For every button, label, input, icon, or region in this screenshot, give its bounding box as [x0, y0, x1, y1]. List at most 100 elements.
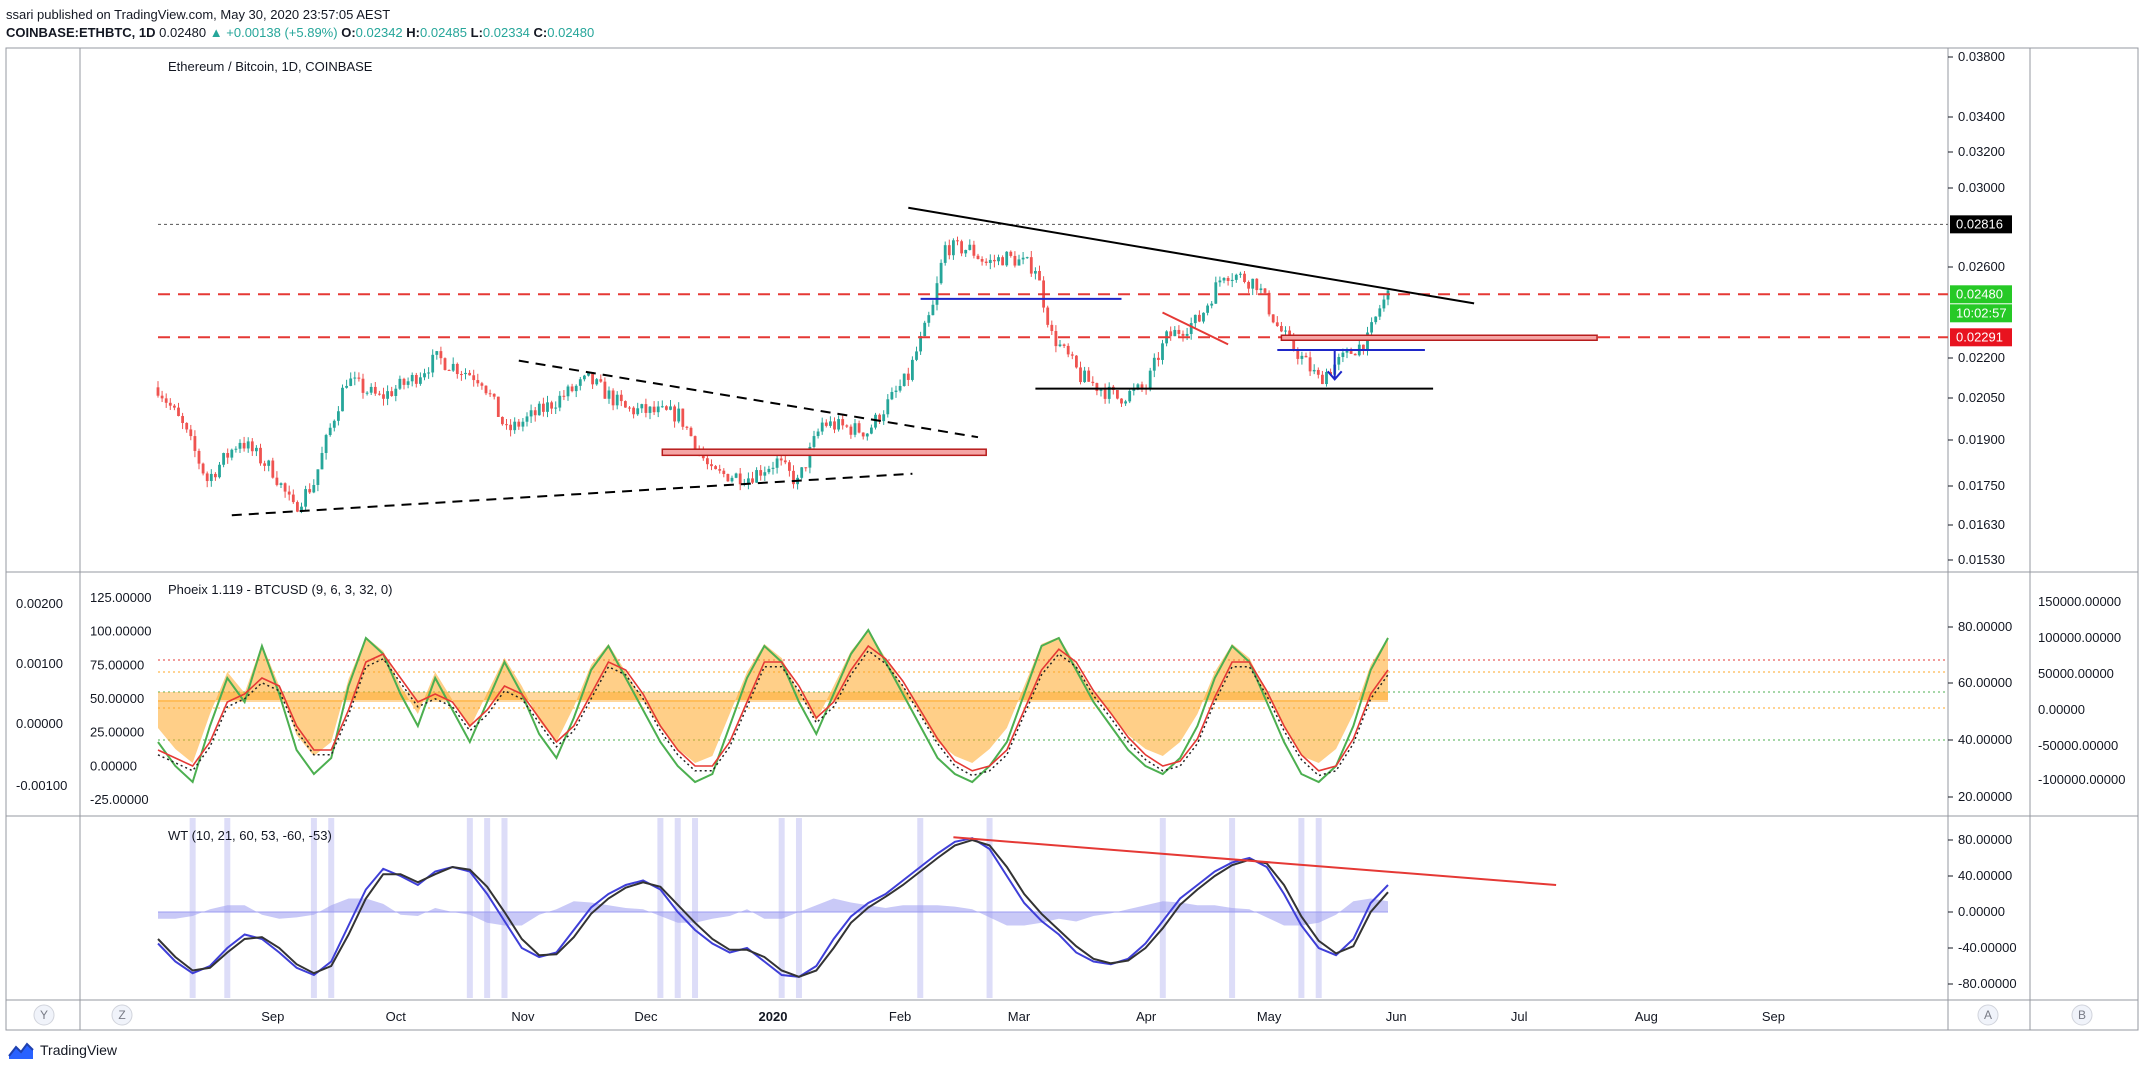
outer-border — [5, 47, 2139, 1031]
time-axis[interactable]: Sep Oct Nov Dec 2020 Feb Mar Apr May Jun Jul Aug Sep… — [33, 1004, 2093, 1026]
candle-body — [574, 385, 578, 392]
candle-body — [865, 433, 869, 437]
candle-body — [665, 406, 668, 410]
price-tick-label: 0.02200 — [1958, 350, 2005, 365]
candle-body — [943, 245, 947, 263]
wt-highlight-band — [189, 818, 196, 998]
candle-body — [632, 407, 635, 415]
candle-body — [714, 466, 717, 470]
candle-body — [222, 453, 225, 465]
candle-body — [1120, 398, 1123, 404]
candle-body — [624, 401, 627, 408]
wt-dark-line — [157, 838, 1389, 978]
candle-body — [771, 467, 775, 469]
candle-body — [1017, 259, 1021, 266]
candle-body — [1349, 349, 1353, 354]
scale-button-y[interactable] — [33, 1004, 55, 1026]
candle-body — [566, 386, 570, 397]
phoeix-left-tick: 0.00100 — [16, 656, 63, 671]
candle-body — [316, 469, 320, 485]
candle-body — [513, 421, 517, 431]
candle-body — [382, 394, 385, 399]
candle-body — [689, 427, 693, 437]
candle-body — [628, 407, 631, 409]
candle-body — [1103, 389, 1107, 399]
phoeix-far-right-tick: 50000.00000 — [2038, 666, 2114, 681]
candle-body — [1382, 299, 1386, 309]
scale-button-label: B — [2078, 1008, 2086, 1022]
phoeix-pane[interactable]: 125.00000 100.00000 75.00000 50.00000 25.000… — [16, 590, 2125, 807]
candle-body — [952, 240, 955, 256]
candle-body — [587, 372, 590, 376]
price-label-box — [1950, 304, 2012, 323]
candle-body — [751, 478, 754, 483]
candle-body — [1095, 383, 1099, 391]
candle-body — [800, 467, 804, 478]
wt-highlight-band — [466, 818, 473, 998]
candle-body — [1218, 280, 1222, 283]
candle-body — [1214, 282, 1218, 304]
wt-highlight-band — [657, 818, 664, 998]
low-label: L: — [470, 25, 483, 40]
candle-body — [960, 241, 963, 254]
candle-body — [1226, 277, 1230, 281]
candle-body — [1345, 349, 1349, 353]
candle-body — [300, 506, 303, 512]
candle-body — [1378, 308, 1382, 317]
candle-body — [296, 502, 299, 512]
wt-highlight-band — [795, 818, 802, 998]
candle-body — [1230, 279, 1234, 281]
candle-body — [378, 393, 381, 395]
candle-body — [460, 374, 463, 376]
candle-body — [435, 351, 439, 355]
candle-body — [1013, 255, 1017, 266]
candle-body — [669, 406, 672, 410]
candle-body — [205, 473, 209, 482]
header-info: ssari published on TradingView.com, May … — [6, 6, 594, 42]
candle-body — [759, 470, 763, 476]
candle-body — [177, 407, 180, 417]
candle-body — [562, 395, 566, 397]
close-value: 0.02480 — [547, 25, 595, 40]
price-label-text: 0.02291 — [1956, 329, 2003, 344]
candle-body — [353, 377, 357, 379]
phoeix-inner-tick: 50.00000 — [90, 691, 144, 706]
candle-body — [1148, 370, 1152, 389]
candle-body — [312, 484, 316, 493]
candle-body — [402, 378, 406, 385]
candle-body — [1362, 344, 1365, 351]
candle-body — [550, 402, 553, 409]
candle-body — [189, 429, 193, 437]
scale-button-a[interactable] — [1977, 1004, 1999, 1026]
candle-body — [890, 391, 894, 400]
candle-body — [410, 374, 414, 382]
candle-body — [427, 372, 430, 374]
candle-body — [734, 473, 738, 478]
wt-blue-line — [157, 837, 1389, 978]
scale-button-b[interactable] — [2071, 1004, 2093, 1026]
candle-body — [423, 373, 426, 378]
price-pane[interactable]: 0.03800 0.03400 0.03200 0.03000 0.02600 0.022… — [156, 49, 2012, 567]
candle-body — [390, 391, 394, 396]
candle-body — [246, 441, 250, 449]
candle-body — [988, 259, 992, 263]
candle-body — [1210, 303, 1214, 306]
phoeix-left-tick: -0.00100 — [16, 778, 67, 793]
candle-body — [1202, 312, 1205, 322]
candle-body — [829, 421, 832, 426]
candle-body — [1054, 331, 1058, 347]
blue-arrow-icon — [1326, 350, 1343, 381]
candle-body — [861, 432, 865, 437]
price-label-box — [1950, 328, 2012, 347]
candle-body — [1198, 314, 1201, 322]
phoeix-inner-tick: 100.00000 — [90, 624, 151, 639]
price-label-text: 10:02:57 — [1956, 305, 2007, 320]
candle-body — [874, 414, 877, 428]
footer: TradingView — [8, 1040, 117, 1060]
candle-body — [1275, 322, 1279, 326]
high-value: 0.02485 — [420, 25, 467, 40]
candle-body — [1157, 357, 1160, 360]
scale-button-z[interactable] — [111, 1004, 133, 1026]
wt-pane[interactable]: 80.00000 40.00000 0.00000 -40.00000 -80.0000… — [157, 818, 2017, 998]
